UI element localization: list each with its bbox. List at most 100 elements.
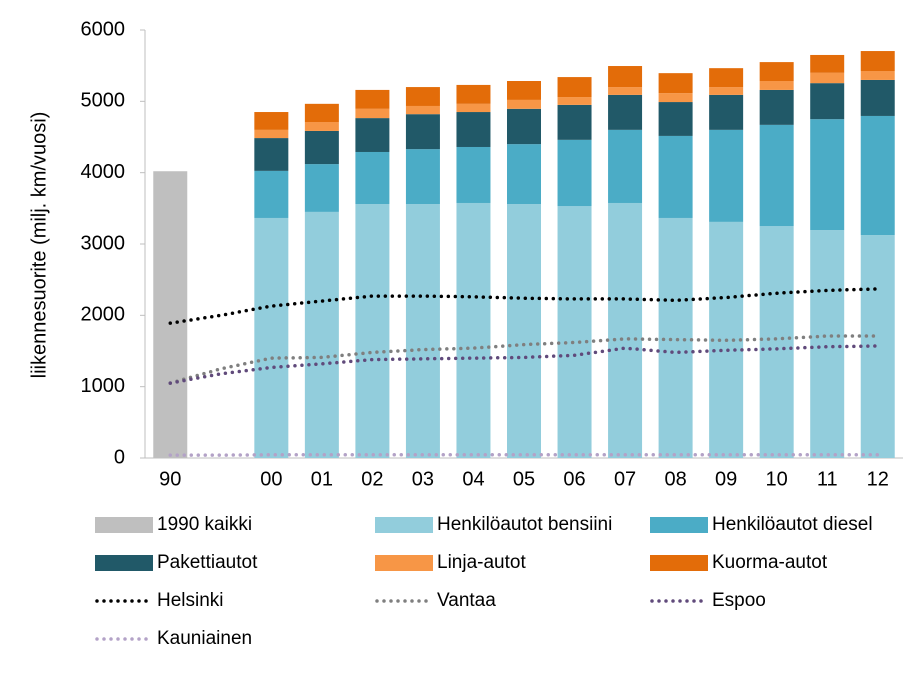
legend-label: Kauniainen xyxy=(157,628,252,649)
bar xyxy=(709,95,743,130)
y-tick-label: 0 xyxy=(114,446,125,468)
bar xyxy=(861,235,895,458)
y-tick-label: 1000 xyxy=(81,375,126,397)
bar xyxy=(709,130,743,222)
x-tick-label: 12 xyxy=(867,468,889,490)
bar xyxy=(456,203,490,458)
x-tick-label: 00 xyxy=(260,468,282,490)
bar xyxy=(608,203,642,458)
legend-label: Helsinki xyxy=(157,590,224,611)
bar xyxy=(254,138,288,171)
legend-label: Pakettiautot xyxy=(157,552,258,573)
bar xyxy=(810,119,844,230)
legend-label: Henkilöautot diesel xyxy=(712,514,873,535)
y-tick-label: 2000 xyxy=(81,304,126,326)
bar xyxy=(254,171,288,218)
y-tick-label: 3000 xyxy=(81,232,126,254)
bar xyxy=(254,218,288,458)
bar xyxy=(760,81,794,90)
bar xyxy=(760,90,794,125)
legend-swatch xyxy=(95,517,153,533)
x-tick-label: 03 xyxy=(412,468,434,490)
x-tick-label: 01 xyxy=(311,468,333,490)
bar xyxy=(406,149,440,204)
bar xyxy=(507,109,541,144)
bar xyxy=(456,104,490,112)
x-tick-label: 05 xyxy=(513,468,535,490)
y-tick-label: 4000 xyxy=(81,161,126,183)
legend-swatch xyxy=(650,517,708,533)
bar xyxy=(305,104,339,122)
bar xyxy=(406,114,440,149)
x-tick-label: 06 xyxy=(563,468,585,490)
bar xyxy=(507,81,541,100)
bar xyxy=(558,105,592,140)
bar xyxy=(810,73,844,83)
bar xyxy=(810,83,844,119)
bar xyxy=(861,71,895,80)
bar xyxy=(810,55,844,73)
bar xyxy=(305,131,339,164)
bar xyxy=(760,226,794,458)
bar xyxy=(355,109,389,118)
bar xyxy=(355,90,389,109)
legend-label: 1990 kaikki xyxy=(157,514,252,535)
bar xyxy=(406,204,440,458)
bar xyxy=(254,112,288,130)
bar xyxy=(608,66,642,87)
bar xyxy=(810,230,844,458)
bar xyxy=(861,51,895,71)
y-axis-label: liikennesuorite (milj. km/vuosi) xyxy=(28,112,50,379)
x-tick-label: 09 xyxy=(715,468,737,490)
bar xyxy=(507,100,541,109)
bar xyxy=(659,93,693,102)
bar xyxy=(659,136,693,218)
x-tick-label: 02 xyxy=(361,468,383,490)
bar xyxy=(305,212,339,458)
legend-label: Linja-autot xyxy=(437,552,526,573)
x-tick-label: 90 xyxy=(159,468,181,490)
bar xyxy=(406,106,440,114)
bar xyxy=(608,130,642,203)
legend-swatch xyxy=(375,517,433,533)
bar xyxy=(659,73,693,93)
x-tick-label: 10 xyxy=(766,468,788,490)
bar xyxy=(355,118,389,152)
bar xyxy=(153,171,187,458)
bar xyxy=(355,152,389,204)
x-tick-label: 08 xyxy=(664,468,686,490)
legend-swatch xyxy=(95,555,153,571)
legend-swatch xyxy=(650,555,708,571)
bar xyxy=(659,102,693,136)
bar xyxy=(558,77,592,97)
bar xyxy=(558,206,592,458)
x-tick-label: 04 xyxy=(462,468,484,490)
legend-label: Espoo xyxy=(712,590,766,611)
legend-label: Henkilöautot bensiini xyxy=(437,514,612,535)
bar xyxy=(456,147,490,203)
bar xyxy=(507,144,541,204)
bar xyxy=(355,204,389,458)
y-tick-label: 6000 xyxy=(81,18,126,40)
legend-swatch xyxy=(375,555,433,571)
bar xyxy=(861,116,895,235)
bar xyxy=(254,130,288,138)
bar xyxy=(456,85,490,104)
bar xyxy=(507,204,541,458)
bar xyxy=(861,80,895,116)
bar xyxy=(709,87,743,95)
bar xyxy=(709,68,743,87)
x-tick-label: 07 xyxy=(614,468,636,490)
bar xyxy=(608,87,642,95)
bar xyxy=(760,125,794,226)
bar xyxy=(456,112,490,147)
y-tick-label: 5000 xyxy=(81,90,126,112)
legend-label: Vantaa xyxy=(437,590,496,611)
bar xyxy=(558,140,592,206)
bar xyxy=(305,164,339,212)
bar xyxy=(760,62,794,81)
bar xyxy=(558,97,592,105)
bar xyxy=(608,95,642,130)
